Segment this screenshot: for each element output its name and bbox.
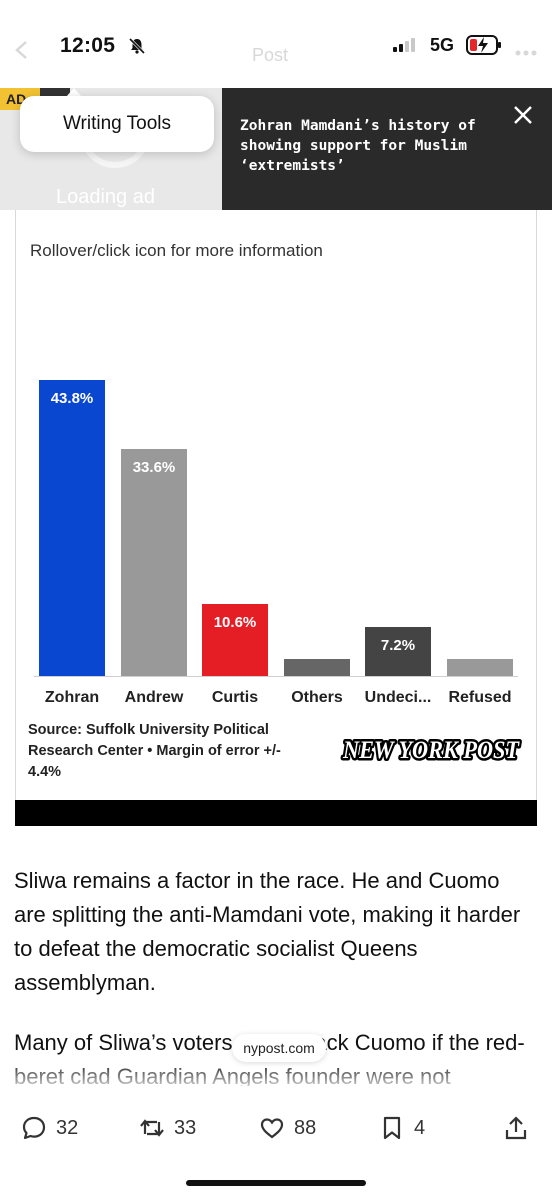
bar-3[interactable] [284,659,350,676]
bar-value-label: 33.6% [132,459,176,476]
bar-value-label: 43.8% [50,390,94,407]
svg-text:NEW YORK POST: NEW YORK POST [342,737,520,764]
bar-value-label: 10.6% [213,614,257,631]
signal-icon [393,38,415,52]
new-york-post-logo: NEW YORK POST NEW YORK POST [340,735,522,765]
status-time: 12:05 [60,34,116,57]
loading-ad-text: Loading ad [56,186,155,208]
share-button[interactable] [502,1110,530,1146]
writing-tools-tail [66,88,82,97]
bar-4[interactable] [365,627,431,676]
chart-baseline [34,676,518,677]
nav-title: Post [252,45,289,65]
bookmark-count: 4 [414,1116,426,1139]
writing-tools-popup[interactable]: Writing Tools [20,96,214,152]
heart-icon [260,1118,284,1139]
bell-slash-icon [128,37,146,55]
repost-icon [140,1119,164,1137]
network-label: 5G [430,35,455,55]
more-icon[interactable] [515,50,537,56]
related-headline[interactable]: Zohran Mamdani’s history of showing supp… [240,118,476,174]
battery-charging-icon [466,35,501,55]
bar-value-label: 7.2% [380,637,416,654]
category-label: Zohran [44,689,100,706]
poll-chart-card [15,210,537,810]
back-icon[interactable] [14,40,28,60]
category-label: Others [291,689,343,706]
bookmark-icon [383,1116,401,1140]
reply-count: 32 [56,1116,79,1139]
repost-button[interactable]: 33 [138,1110,196,1146]
like-button[interactable]: 88 [258,1110,316,1146]
share-icon [505,1116,527,1140]
svg-text:NEW YORK POST: NEW YORK POST [342,737,520,764]
chart-footer-band [15,800,537,826]
bar-1[interactable] [121,449,187,676]
comment-icon [22,1116,46,1140]
bar-2[interactable] [202,604,268,676]
category-label: Andrew [124,689,184,706]
chart-hint: Rollover/click icon for more information [30,241,323,260]
article-paragraph: Sliwa remains a factor in the race. He a… [14,868,521,995]
bookmark-button[interactable]: 4 [378,1110,425,1146]
related-headline-panel[interactable] [222,88,552,210]
like-count: 88 [294,1116,317,1139]
reply-button[interactable]: 32 [20,1110,78,1146]
home-indicator[interactable] [186,1180,366,1186]
category-label: Curtis [211,689,259,706]
bar-0[interactable] [39,380,105,676]
bar-5[interactable] [447,659,513,676]
repost-count: 33 [174,1116,197,1139]
content-fade [0,1060,552,1100]
url-pill[interactable]: nypost.com [232,1034,326,1062]
chart-source: Source: Suffolk University Political Res… [28,722,281,780]
category-label: Refused [448,689,512,706]
close-icon[interactable] [508,100,538,130]
category-label: Undeci... [364,689,432,706]
